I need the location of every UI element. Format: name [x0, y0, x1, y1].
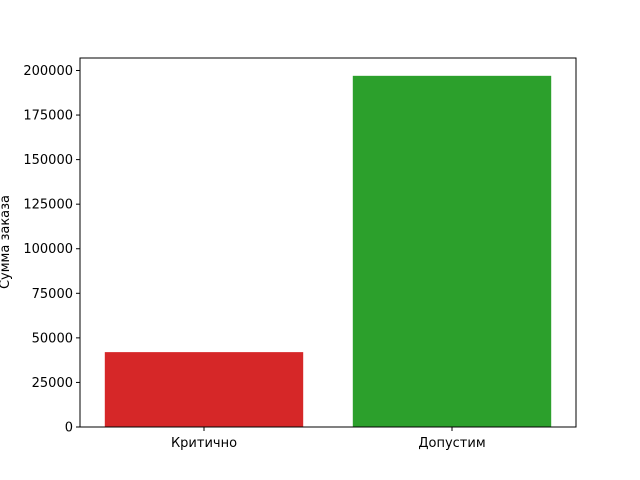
- y-tick-label: 150000: [23, 153, 73, 168]
- y-tick-label: 200000: [23, 64, 73, 79]
- y-tick-label: 125000: [23, 198, 73, 213]
- bars-layer: [104, 75, 552, 428]
- y-tick-label: 75000: [32, 287, 73, 302]
- y-tick-label: 25000: [32, 376, 73, 391]
- plot-frame: [79, 57, 577, 428]
- x-tick-label: Допустим: [418, 436, 485, 451]
- y-tick-label: 175000: [23, 109, 73, 124]
- y-tick-label: 50000: [32, 331, 73, 346]
- y-axis-ticks: 0 25000 50000 75000 100000 125000 150000 175000…: [23, 64, 80, 436]
- y-tick-label: 100000: [23, 242, 73, 257]
- y-tick-label: 0: [65, 421, 73, 436]
- bar-1: [104, 352, 304, 427]
- x-axis-ticks: Критично Допустим: [171, 427, 486, 451]
- x-tick-label: Критично: [171, 436, 237, 451]
- y-axis-label: Сумма заказа: [0, 195, 13, 289]
- bar-2: [352, 75, 552, 428]
